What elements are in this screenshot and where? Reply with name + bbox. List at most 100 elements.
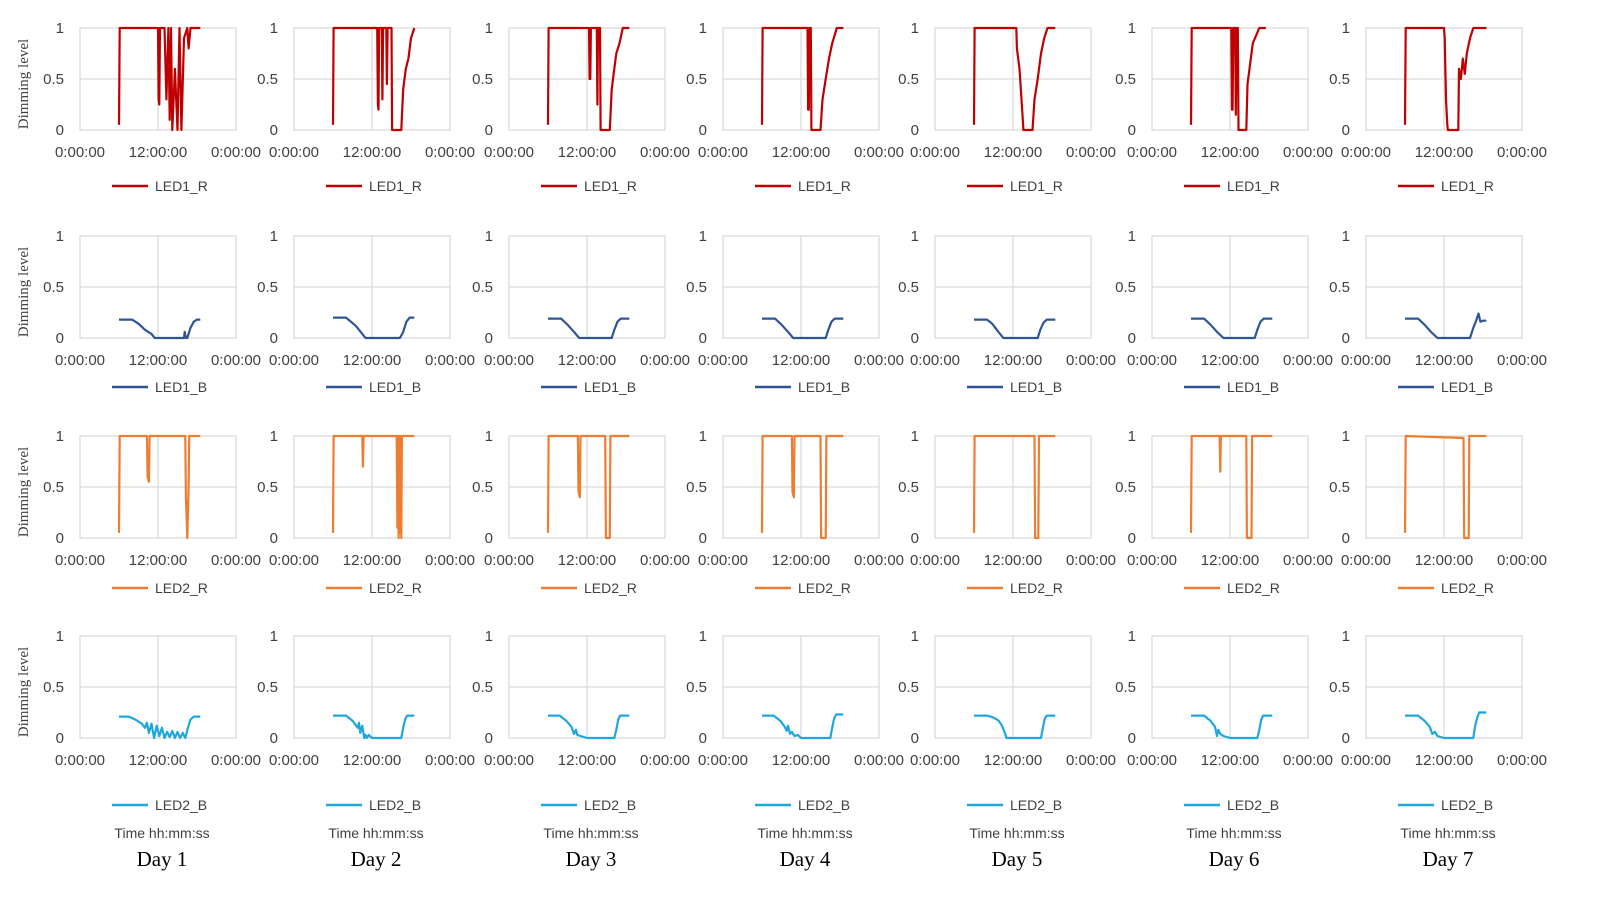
x-tick-label: 0:00:00	[269, 144, 319, 161]
y-axis-label: Dimming level	[16, 247, 32, 337]
x-tick-label: 0:00:00	[640, 144, 690, 161]
y-tick-label: 0.5	[1115, 479, 1136, 496]
legend-label: LED2_B	[369, 797, 421, 813]
legend-label: LED1_R	[155, 178, 208, 194]
x-tick-label: 12:00:00	[1415, 144, 1473, 161]
y-tick-label: 1	[911, 428, 919, 445]
legend-label: LED1_B	[1227, 379, 1279, 395]
y-tick-label: 0.5	[898, 279, 919, 296]
x-tick-label: 0:00:00	[425, 144, 475, 161]
legend-label: LED2_B	[1227, 797, 1279, 813]
x-tick-label: 12:00:00	[1415, 552, 1473, 569]
y-tick-label: 0	[1342, 530, 1350, 547]
legend-label: LED1_B	[798, 379, 850, 395]
x-tick-label: 0:00:00	[910, 352, 960, 369]
x-tick-label: 0:00:00	[640, 552, 690, 569]
y-tick-label: 0.5	[898, 71, 919, 88]
y-tick-label: 0.5	[1115, 279, 1136, 296]
y-tick-label: 0	[1342, 330, 1350, 347]
y-tick-label: 1	[1342, 228, 1350, 245]
legend-label: LED2_R	[369, 580, 422, 596]
y-tick-label: 0	[1128, 730, 1136, 747]
x-tick-label: 0:00:00	[1497, 752, 1547, 769]
x-tick-label: 0:00:00	[1283, 144, 1333, 161]
legend-label: LED1_B	[1010, 379, 1062, 395]
y-tick-label: 0.5	[472, 279, 493, 296]
x-tick-label: 0:00:00	[211, 144, 261, 161]
y-tick-label: 1	[911, 20, 919, 37]
series-line	[1405, 711, 1487, 740]
y-tick-label: 1	[56, 228, 64, 245]
panel-led2_b-day-6: 0 0.5 1 0:00:00 12:00:00 0:00:00 LED2_B	[1115, 628, 1333, 813]
legend-label: LED2_R	[584, 580, 637, 596]
series-line	[1403, 26, 1487, 132]
x-tick-label: 12:00:00	[558, 752, 616, 769]
y-tick-label: 0.5	[472, 71, 493, 88]
y-tick-label: 1	[699, 20, 707, 37]
y-tick-label: 1	[699, 428, 707, 445]
y-tick-label: 1	[1342, 20, 1350, 37]
legend-label: LED2_R	[1227, 580, 1280, 596]
x-tick-label: 12:00:00	[129, 352, 187, 369]
x-tick-label: 0:00:00	[425, 752, 475, 769]
panel-led2_b-day-4: 0 0.5 1 0:00:00 12:00:00 0:00:00 LED2_B	[686, 628, 904, 813]
panel-led2_b-day-1: 0 0.5 1 0:00:00 12:00:00 0:00:00 LED2_B	[43, 628, 261, 813]
y-tick-label: 0	[270, 122, 278, 139]
x-tick-label: 12:00:00	[772, 144, 830, 161]
y-tick-label: 0	[270, 330, 278, 347]
y-tick-label: 0.5	[43, 71, 64, 88]
series-line	[762, 713, 844, 740]
legend-label: LED1_B	[1441, 379, 1493, 395]
y-tick-label: 1	[56, 20, 64, 37]
x-tick-label: 12:00:00	[343, 144, 401, 161]
panel-led1_r-day-4: 0 0.5 1 0:00:00 12:00:00 0:00:00 LED1_R	[686, 20, 904, 194]
x-axis-label: Time hh:mm:ss	[543, 825, 638, 841]
x-tick-label: 0:00:00	[484, 752, 534, 769]
y-tick-label: 0.5	[1329, 479, 1350, 496]
x-axis-label: Time hh:mm:ss	[1400, 825, 1495, 841]
day-footer: Time hh:mm:ss Day 1 Time hh:mm:ss Day 2 Time…	[114, 825, 1495, 871]
chart-panels: 0 0.5 1 0:00:00 12:00:00 0:00:00 LED1_R 0 0.5 1 0:…	[43, 20, 1547, 813]
y-tick-label: 0	[699, 530, 707, 547]
y-tick-label: 0	[699, 730, 707, 747]
y-tick-label: 0	[911, 730, 919, 747]
y-tick-label: 0	[485, 730, 493, 747]
legend-label: LED1_B	[155, 379, 207, 395]
series-line	[331, 434, 415, 540]
x-tick-label: 0:00:00	[698, 352, 748, 369]
x-tick-label: 0:00:00	[910, 552, 960, 569]
y-tick-label: 0	[56, 122, 64, 139]
x-tick-label: 0:00:00	[1127, 552, 1177, 569]
x-tick-label: 12:00:00	[772, 752, 830, 769]
series-line	[546, 434, 630, 540]
y-tick-label: 1	[699, 628, 707, 645]
y-tick-label: 1	[911, 628, 919, 645]
y-tick-label: 0	[270, 530, 278, 547]
x-tick-label: 12:00:00	[984, 144, 1042, 161]
y-tick-label: 0.5	[1329, 71, 1350, 88]
x-tick-label: 12:00:00	[772, 352, 830, 369]
series-line	[548, 317, 630, 340]
x-tick-label: 0:00:00	[55, 352, 105, 369]
series-line	[1191, 714, 1273, 740]
legend-label: LED2_B	[155, 797, 207, 813]
legend-label: LED1_R	[1441, 178, 1494, 194]
panel-led1_r-day-6: 0 0.5 1 0:00:00 12:00:00 0:00:00 LED1_R	[1115, 20, 1333, 194]
legend-label: LED1_B	[584, 379, 636, 395]
y-axis-label: Dimming level	[16, 647, 32, 737]
legend-label: LED2_R	[1010, 580, 1063, 596]
y-tick-label: 0.5	[257, 71, 278, 88]
y-tick-label: 0.5	[472, 479, 493, 496]
series-line	[762, 317, 844, 340]
x-tick-label: 0:00:00	[1127, 752, 1177, 769]
panel-led1_r-day-7: 0 0.5 1 0:00:00 12:00:00 0:00:00 LED1_R	[1329, 20, 1547, 194]
x-tick-label: 12:00:00	[984, 352, 1042, 369]
series-line	[119, 318, 201, 340]
x-tick-label: 12:00:00	[558, 552, 616, 569]
y-axis-label: Dimming level	[16, 39, 32, 129]
